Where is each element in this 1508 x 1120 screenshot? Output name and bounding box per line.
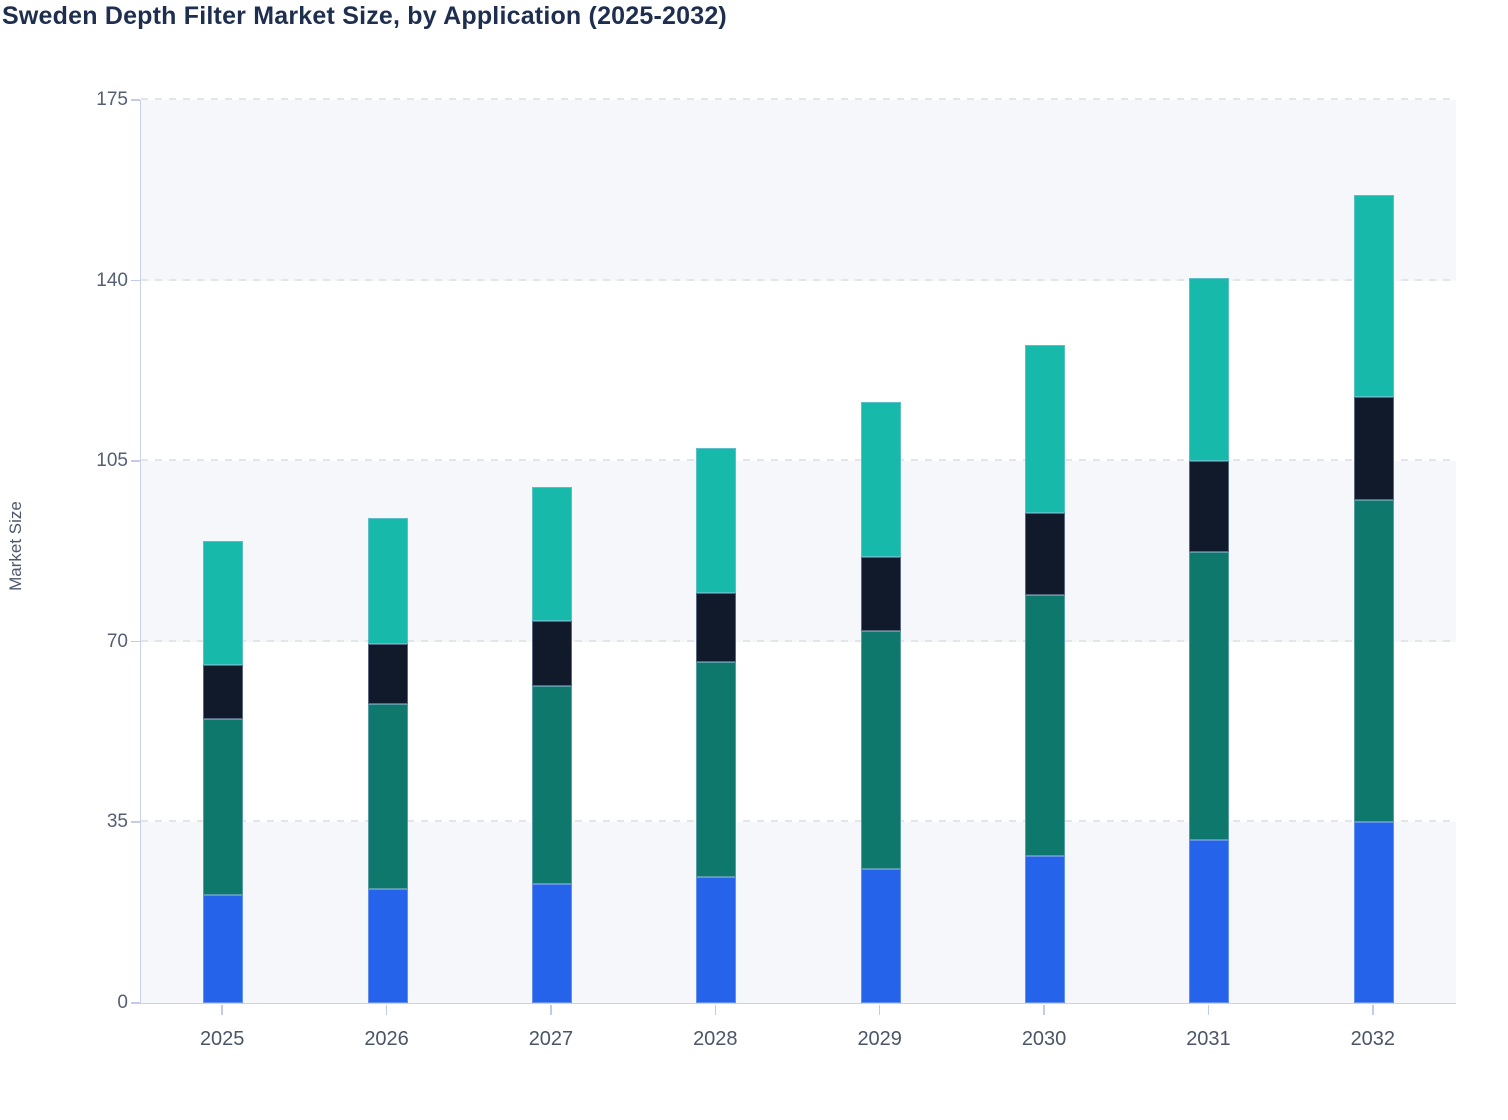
y-tick-mark [131,640,140,643]
dark-green-segment [696,662,737,877]
x-tick-mark [1043,1005,1045,1015]
teal-segment [203,541,244,666]
x-tick-mark [221,1005,223,1015]
teal-segment [531,487,572,622]
gridline [141,820,1456,823]
blue-segment [696,876,737,1003]
teal-segment [696,448,737,593]
teal-segment [1353,195,1394,397]
x-tick-label: 2029 [857,1028,902,1050]
y-tick-label: 35 [106,811,128,833]
dark-green-segment [1189,551,1230,841]
chart-title: Sweden Depth Filter Market Size, by Appl… [2,2,727,30]
x-tick-label: 2032 [1350,1028,1396,1050]
blue-segment [531,884,572,1003]
teal-segment [860,401,901,557]
blue-segment [203,894,244,1003]
navy-segment [203,665,244,720]
teal-segment [1025,345,1066,513]
plot-band [141,461,1456,642]
gridline [141,639,1456,642]
plot-band [141,641,1456,823]
dark-green-segment [531,685,572,885]
dark-green-segment [860,631,901,869]
gridline [141,459,1456,462]
navy-segment [531,621,572,686]
navy-segment [696,592,737,663]
blue-segment [367,889,408,1003]
y-tick-label: 0 [117,992,128,1013]
y-tick-label: 175 [96,89,128,110]
navy-segment [1353,396,1394,500]
x-tick-label: 2026 [364,1028,409,1050]
navy-segment [1189,461,1230,552]
navy-segment [367,644,408,704]
y-tick-mark [131,279,140,282]
y-tick-label: 105 [96,450,128,472]
gridline [141,98,1456,100]
x-tick-mark [878,1005,881,1015]
plot-band [141,822,1456,1003]
x-tick-mark [714,1005,717,1015]
gridline [141,278,1456,281]
x-tick-label: 2025 [199,1028,245,1050]
teal-segment [367,517,408,645]
x-tick-mark [1207,1005,1210,1015]
x-tick-mark [550,1005,552,1015]
x-tick-mark [1372,1005,1374,1015]
y-tick-mark [131,460,140,462]
x-tick-label: 2031 [1186,1028,1231,1050]
blue-segment [860,868,901,1003]
blue-segment [1353,822,1394,1003]
plot-band [141,100,1456,281]
dark-green-segment [203,719,244,895]
x-tick-label: 2027 [528,1028,574,1050]
blue-segment [1025,855,1066,1003]
dark-green-segment [1353,499,1394,823]
plot-area [140,98,1456,1004]
navy-segment [860,556,901,632]
blue-segment [1189,840,1230,1003]
dark-green-segment [367,703,408,890]
x-tick-mark [385,1005,388,1015]
teal-segment [1189,278,1230,462]
y-tick-label: 140 [96,269,128,291]
y-tick-mark [131,821,140,823]
y-tick-label: 70 [106,630,128,652]
dark-green-segment [1025,595,1066,856]
x-tick-label: 2030 [1021,1028,1067,1050]
navy-segment [1025,512,1066,596]
x-tick-label: 2028 [693,1028,738,1050]
y-tick-mark [131,99,140,101]
plot-band [141,280,1456,462]
y-tick-mark [131,1002,140,1004]
